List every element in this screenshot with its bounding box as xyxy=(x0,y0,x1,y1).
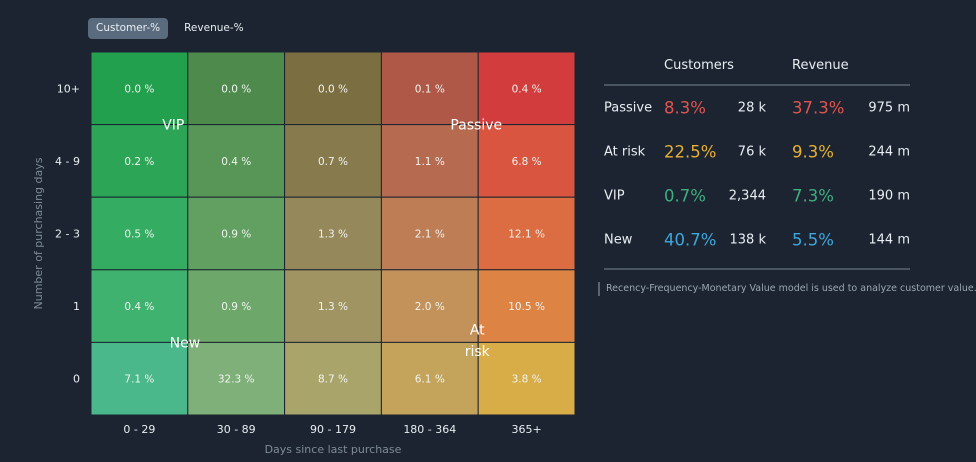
segment-label: Passive xyxy=(450,118,502,134)
cell-value: 0.0 % xyxy=(221,83,251,95)
segment-label: VIP xyxy=(162,118,184,134)
segment-name: Passive xyxy=(604,100,653,116)
customer-pct-toggle[interactable]: Customer-% xyxy=(88,18,169,39)
revenue-percent: 7.3% xyxy=(792,186,834,206)
heatmap-cell xyxy=(284,196,382,271)
revenue-amount: 244 m xyxy=(868,144,910,160)
cell-value: 0.4 % xyxy=(512,83,542,95)
cell-value: 0.7 % xyxy=(318,156,348,168)
cell-value: 0.4 % xyxy=(124,301,154,313)
revenue-percent: 37.3% xyxy=(792,98,845,118)
heatmap-cell xyxy=(90,341,189,416)
cell-value: 8.7 % xyxy=(318,374,348,386)
cell-value: 2.0 % xyxy=(415,301,445,313)
heatmap-cell xyxy=(187,341,286,416)
revenue-amount: 975 m xyxy=(868,100,910,116)
segment-name: VIP xyxy=(604,188,625,204)
cell-value: 3.8 % xyxy=(512,374,542,386)
customer-count: 2,344 xyxy=(728,188,766,204)
segment-row-at-risk: At risk 22.5% 76 k 9.3% 244 m xyxy=(604,130,916,174)
cell-value: 10.5 % xyxy=(508,301,545,313)
cell-value: 7.1 % xyxy=(124,374,154,386)
heatmap-cell xyxy=(284,269,382,343)
x-axis-title: Days since last purchase xyxy=(265,443,402,456)
heatmap-cell xyxy=(90,51,189,126)
heatmap-cell xyxy=(477,269,576,343)
heatmap-cell xyxy=(90,124,189,198)
heatmap-cell xyxy=(477,196,576,271)
cell-value: 2.1 % xyxy=(415,229,445,241)
customer-count: 76 k xyxy=(737,144,766,160)
heatmap-cell xyxy=(380,196,479,271)
heatmap-cell xyxy=(380,269,479,343)
customer-percent: 0.7% xyxy=(664,186,706,206)
revenue-percent: 9.3% xyxy=(792,142,834,162)
revenue-amount: 190 m xyxy=(868,188,910,204)
cell-value: 1.1 % xyxy=(415,156,445,168)
cell-value: 0.9 % xyxy=(221,301,251,313)
revenue-percent: 5.5% xyxy=(792,230,834,250)
heatmap-cell xyxy=(477,341,576,416)
y-tick-label: 0 xyxy=(73,373,80,386)
y-axis-title: Number of purchasing days xyxy=(32,157,45,309)
heatmap-cell xyxy=(90,269,189,343)
y-tick-label: 4 - 9 xyxy=(55,155,80,168)
cell-value: 6.1 % xyxy=(415,374,445,386)
y-tick-label: 2 - 3 xyxy=(55,228,80,241)
cell-value: 0.0 % xyxy=(124,83,154,95)
cell-value: 0.9 % xyxy=(221,229,251,241)
segment-row-vip: VIP 0.7% 2,344 7.3% 190 m xyxy=(604,174,916,218)
revenue-header: Revenue xyxy=(792,58,849,73)
x-tick-label: 180 - 364 xyxy=(403,423,456,436)
heatmap-cell xyxy=(477,51,576,126)
cell-value: 0.5 % xyxy=(124,229,154,241)
segment-stats-table: Customers Revenue Passive 8.3% 28 k 37.3% 97… xyxy=(604,50,916,270)
x-tick-label: 90 - 179 xyxy=(310,423,356,436)
customer-percent: 40.7% xyxy=(664,230,717,250)
stats-header: Customers Revenue xyxy=(604,50,910,86)
cell-value: 1.3 % xyxy=(318,229,348,241)
y-tick-label: 1 xyxy=(73,300,80,313)
customers-header: Customers xyxy=(664,58,734,73)
rfm-heatmap: 0.0 % 0.0 % 0.0 % 0.1 % 0.4 % 0.2 % 0.4 % 0.7 %… xyxy=(32,51,576,456)
x-tick-label: 365+ xyxy=(511,423,541,436)
cell-value: 12.1 % xyxy=(508,229,545,241)
revenue-amount: 144 m xyxy=(868,232,910,248)
x-tick-label: 0 - 29 xyxy=(123,423,155,436)
cell-value: 0.1 % xyxy=(415,83,445,95)
revenue-pct-toggle[interactable]: Revenue-% xyxy=(184,22,244,34)
heatmap-cell xyxy=(90,196,189,271)
x-tick-label: 30 - 89 xyxy=(217,423,256,436)
view-toggle-group: Customer-% Revenue-% xyxy=(88,18,252,39)
stats-bottom-divider xyxy=(604,268,910,270)
cell-value: 32.3 % xyxy=(218,374,255,386)
heatmap-cell xyxy=(187,124,286,198)
customer-percent: 8.3% xyxy=(664,98,706,118)
y-tick-label: 10+ xyxy=(57,82,80,95)
segment-label: New xyxy=(170,335,201,351)
segment-name: New xyxy=(604,232,633,248)
heatmap-cell xyxy=(380,51,479,126)
heatmap-cell xyxy=(380,341,479,416)
heatmap-cell xyxy=(380,124,479,198)
customer-percent: 22.5% xyxy=(664,142,717,162)
segment-row-new: New 40.7% 138 k 5.5% 144 m xyxy=(604,218,916,262)
cell-value: 0.0 % xyxy=(318,83,348,95)
cell-value: 6.8 % xyxy=(512,156,542,168)
heatmap-cell xyxy=(284,341,382,416)
cell-value: 1.3 % xyxy=(318,301,348,313)
customer-count: 28 k xyxy=(737,100,766,116)
heatmap-cell xyxy=(284,51,382,126)
heatmap-cell xyxy=(477,124,576,198)
segment-name: At risk xyxy=(604,144,646,160)
segment-row-passive: Passive 8.3% 28 k 37.3% 975 m xyxy=(604,86,916,130)
customer-count: 138 k xyxy=(729,232,766,248)
cell-value: 0.2 % xyxy=(124,156,154,168)
segment-label: risk xyxy=(465,344,491,360)
segment-label: At xyxy=(470,322,485,338)
model-note: Recency-Frequency-Monetary Value model i… xyxy=(598,282,976,296)
heatmap-cell xyxy=(187,269,286,343)
cell-value: 0.4 % xyxy=(221,156,251,168)
